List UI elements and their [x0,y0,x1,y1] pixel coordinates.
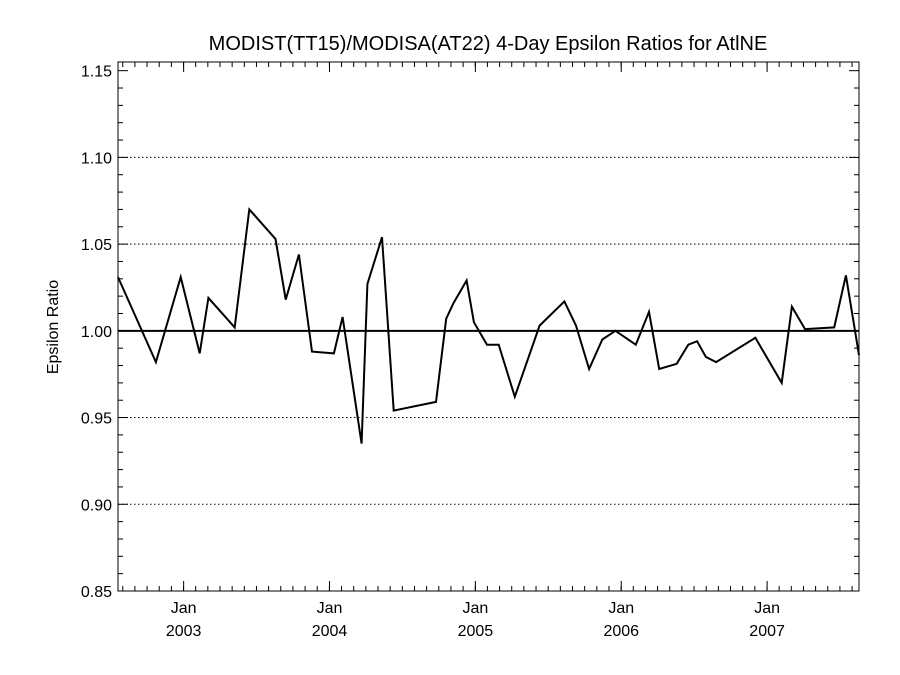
x-tick-month: Jan [462,600,488,617]
y-axis-label: Epsilon Ratio [45,280,62,374]
axis-ticks [118,62,859,592]
y-tick-label: 1.05 [81,237,112,254]
chart-title: MODIST(TT15)/MODISA(AT22) 4-Day Epsilon … [209,33,768,55]
x-tick-month: Jan [171,600,197,617]
y-tick-label: 1.00 [81,324,112,341]
x-tick-month: Jan [754,600,780,617]
series-group [117,207,860,444]
x-tick-year: 2007 [749,623,785,640]
x-tick-month: Jan [608,600,634,617]
y-tick-label: 1.10 [81,150,112,167]
y-tick-label: 1.15 [81,64,112,81]
series-line [117,207,860,444]
x-tick-year: 2006 [603,623,639,640]
tick-labels: 0.85 0.90 0.95 1.00 1.05 1.10 1.15 Jan 2003 Jan 20… [81,64,785,640]
x-tick-year: 2004 [312,623,348,640]
y-tick-label: 0.85 [81,584,112,601]
x-tick-year: 2003 [166,623,202,640]
x-tick-month: Jan [317,600,343,617]
y-tick-label: 0.95 [81,411,112,428]
y-tick-label: 0.90 [81,497,112,514]
plot-frame [117,61,860,592]
x-tick-year: 2005 [458,623,494,640]
